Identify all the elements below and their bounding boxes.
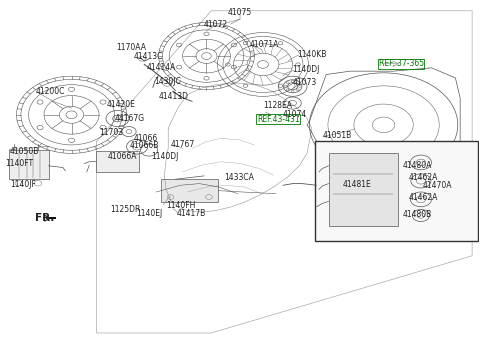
Text: 44167G: 44167G — [115, 114, 145, 123]
Text: 41413C: 41413C — [133, 52, 163, 61]
Text: 41481E: 41481E — [343, 180, 372, 189]
Text: 1140DJ: 1140DJ — [152, 152, 179, 161]
Bar — [315, 141, 479, 241]
Text: 1140DJ: 1140DJ — [293, 65, 320, 74]
Text: 1140JF: 1140JF — [10, 180, 36, 189]
Text: 1430JC: 1430JC — [154, 77, 181, 86]
Text: 41071A: 41071A — [250, 40, 279, 49]
Text: REF. 37-365: REF. 37-365 — [379, 59, 424, 68]
Text: 1125DR: 1125DR — [110, 205, 140, 214]
Bar — [96, 151, 140, 172]
Text: 41462A: 41462A — [408, 192, 438, 202]
Text: REF.43-431: REF.43-431 — [257, 115, 300, 124]
Bar — [161, 179, 218, 202]
Text: 41470A: 41470A — [423, 181, 452, 190]
Text: 41066A: 41066A — [108, 152, 137, 161]
Text: 1128EA: 1128EA — [263, 101, 292, 110]
Text: 41074: 41074 — [283, 110, 307, 119]
Bar — [9, 150, 48, 179]
Text: 1140EJ: 1140EJ — [136, 209, 162, 218]
Text: 41066: 41066 — [134, 134, 158, 143]
Text: 1433CA: 1433CA — [225, 174, 254, 182]
Text: 1140KB: 1140KB — [298, 50, 327, 59]
Text: 41072: 41072 — [204, 20, 228, 29]
Text: 41480B: 41480B — [403, 210, 432, 219]
Text: 1140FT: 1140FT — [5, 159, 34, 168]
Text: 41200C: 41200C — [36, 87, 65, 96]
Text: 41767: 41767 — [171, 140, 195, 149]
Text: 41066B: 41066B — [130, 141, 159, 150]
Bar — [50, 217, 56, 219]
Text: 1140FH: 1140FH — [166, 201, 195, 210]
Text: 41480A: 41480A — [403, 161, 432, 170]
Text: 41051B: 41051B — [323, 131, 351, 140]
Text: 41073: 41073 — [293, 79, 317, 87]
Text: 41050B: 41050B — [9, 147, 39, 156]
Text: 41462A: 41462A — [408, 173, 438, 182]
Text: 1170AA: 1170AA — [117, 43, 146, 52]
Text: FR.: FR. — [35, 213, 55, 223]
Text: 41413D: 41413D — [158, 92, 189, 101]
Text: 11703: 11703 — [99, 128, 123, 137]
Text: 41417B: 41417B — [177, 209, 206, 218]
Text: 41414A: 41414A — [147, 63, 176, 72]
Text: 41075: 41075 — [228, 8, 252, 17]
Text: 41420E: 41420E — [107, 100, 136, 109]
Bar — [328, 153, 398, 225]
